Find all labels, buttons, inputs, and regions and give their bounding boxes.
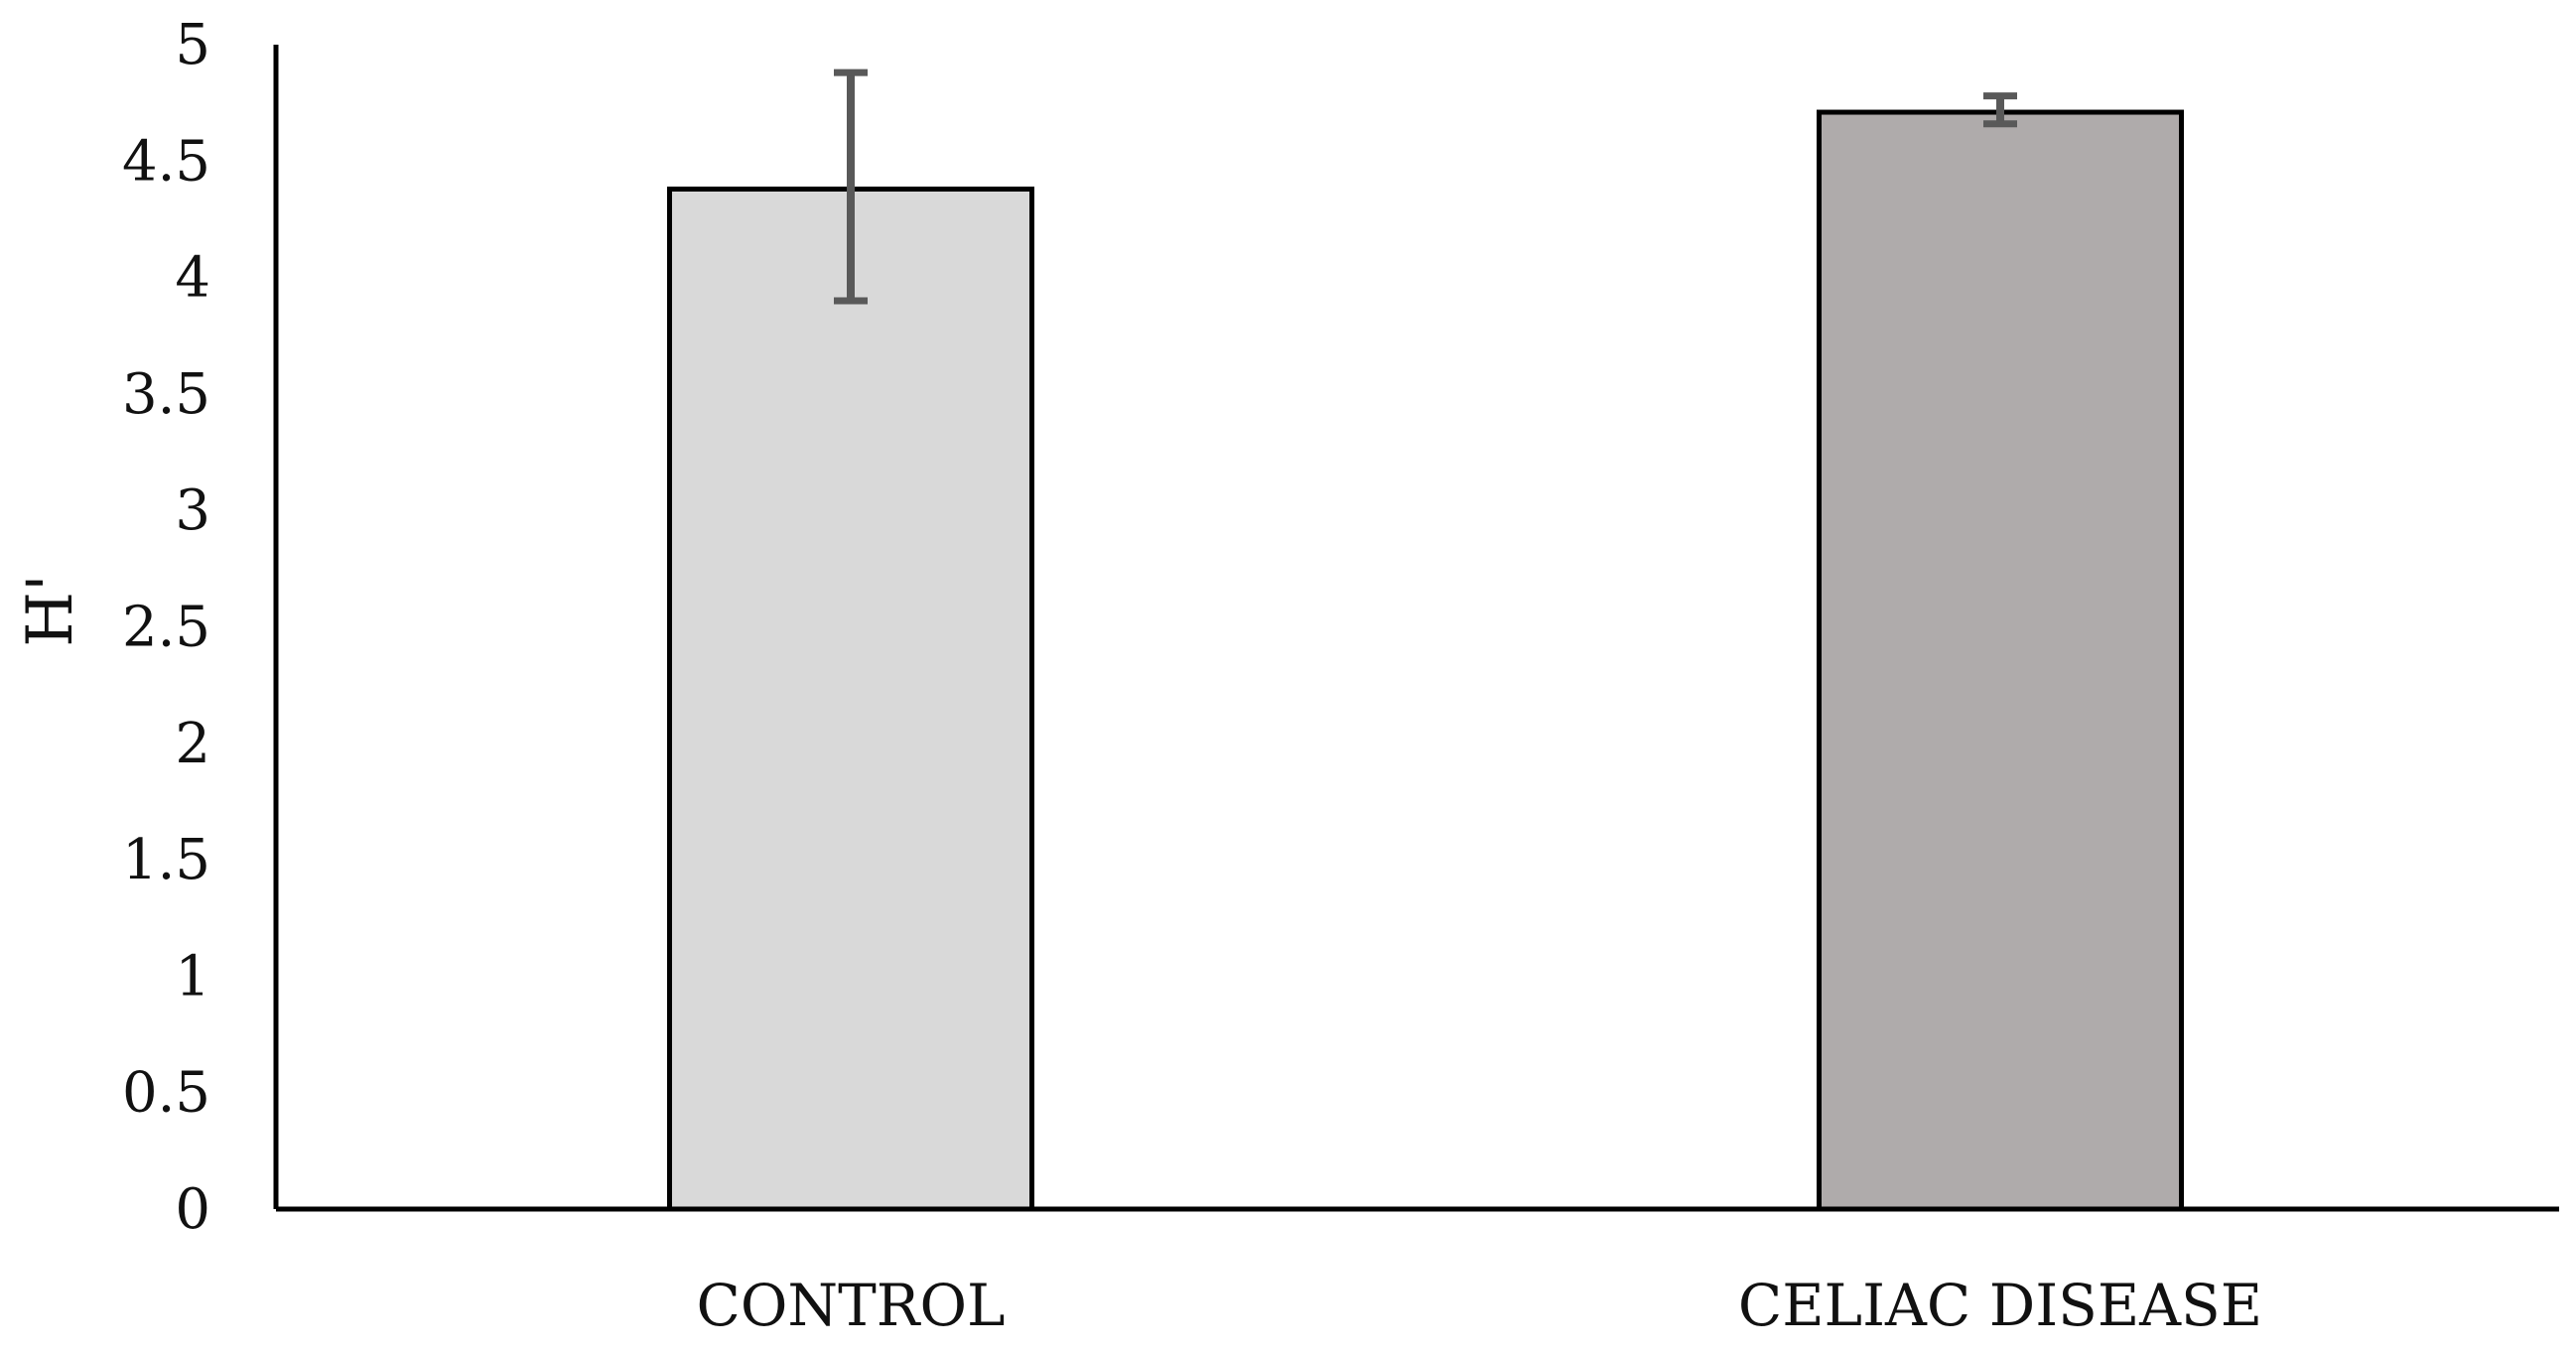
category-label: CONTROL <box>696 1272 1005 1339</box>
bars <box>667 109 2184 1212</box>
error-bar <box>834 68 868 305</box>
bar-control <box>667 186 1034 1212</box>
y-tick-label: 5 <box>175 13 210 77</box>
bar-celiac-disease <box>1817 109 2184 1212</box>
y-tick-label: 4 <box>175 246 210 311</box>
y-tick-label: 3.5 <box>122 362 210 427</box>
error-bars <box>834 68 2017 305</box>
y-tick-label: 2 <box>175 712 210 776</box>
y-tick-label: 2.5 <box>122 596 210 660</box>
y-tick-label: 4.5 <box>122 129 210 194</box>
y-tick-labels: 0 0.5 1 1.5 2 2.5 3 3.5 4 4.5 5 <box>122 13 210 1242</box>
category-label: CELIAC DISEASE <box>1738 1272 2262 1339</box>
y-tick-label: 3 <box>175 478 210 543</box>
y-tick-label: 0 <box>175 1177 210 1242</box>
y-axis-title: H' <box>14 574 87 646</box>
y-tick-label: 1.5 <box>122 828 210 892</box>
y-tick-label: 0.5 <box>122 1061 210 1126</box>
category-labels: CONTROL CELIAC DISEASE <box>696 1272 2262 1339</box>
y-tick-label: 1 <box>175 944 210 1009</box>
error-bar <box>1983 92 2017 128</box>
